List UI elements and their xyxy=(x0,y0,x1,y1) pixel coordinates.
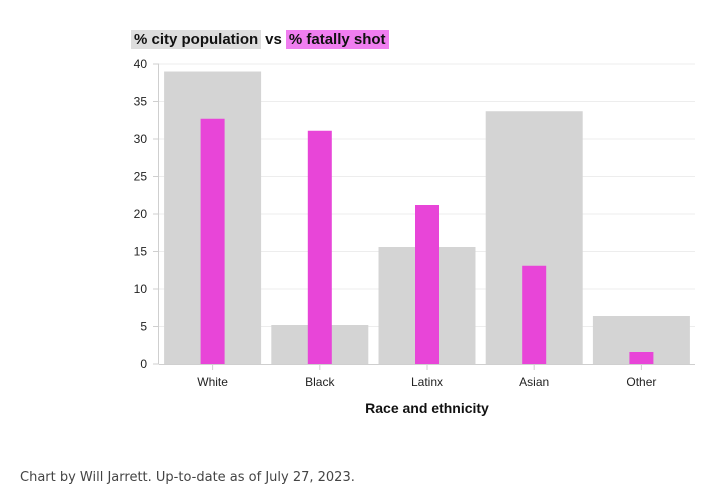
fatally-shot-bar xyxy=(307,130,332,364)
x-tick-label: Asian xyxy=(519,375,549,389)
x-tick-label: Other xyxy=(626,375,656,389)
x-axis-title: Race and ethnicity xyxy=(365,400,489,416)
x-tick-label: Black xyxy=(305,375,335,389)
fatally-shot-bar xyxy=(415,205,439,364)
fatally-shot-bars xyxy=(200,118,654,364)
x-tick-label: Latinx xyxy=(411,375,443,389)
legend: % city population vs % fatally shot xyxy=(131,29,389,49)
x-axis-ticks: White Black Latinx Asian Other xyxy=(197,364,656,389)
y-tick-label: 25 xyxy=(134,170,148,184)
y-tick-label: 10 xyxy=(134,282,148,296)
chart-credit: Chart by Will Jarrett. Up-to-date as of … xyxy=(20,470,355,485)
y-axis-ticks: 0 5 10 15 20 25 30 35 40 xyxy=(134,57,159,371)
y-tick-label: 15 xyxy=(134,245,148,259)
y-tick-label: 0 xyxy=(140,357,147,371)
x-tick-label: White xyxy=(197,375,228,389)
legend-population: % city population xyxy=(131,29,262,49)
fatally-shot-bar xyxy=(629,352,654,364)
y-tick-label: 35 xyxy=(134,95,148,109)
y-tick-label: 30 xyxy=(134,132,148,146)
y-tick-label: 20 xyxy=(134,207,148,221)
legend-fatally-shot: % fatally shot xyxy=(285,29,389,49)
y-tick-label: 40 xyxy=(134,57,148,71)
y-tick-label: 5 xyxy=(140,320,147,334)
fatally-shot-bar xyxy=(200,118,225,364)
fatally-shot-bar xyxy=(522,265,547,364)
legend-connector: vs xyxy=(265,30,282,48)
